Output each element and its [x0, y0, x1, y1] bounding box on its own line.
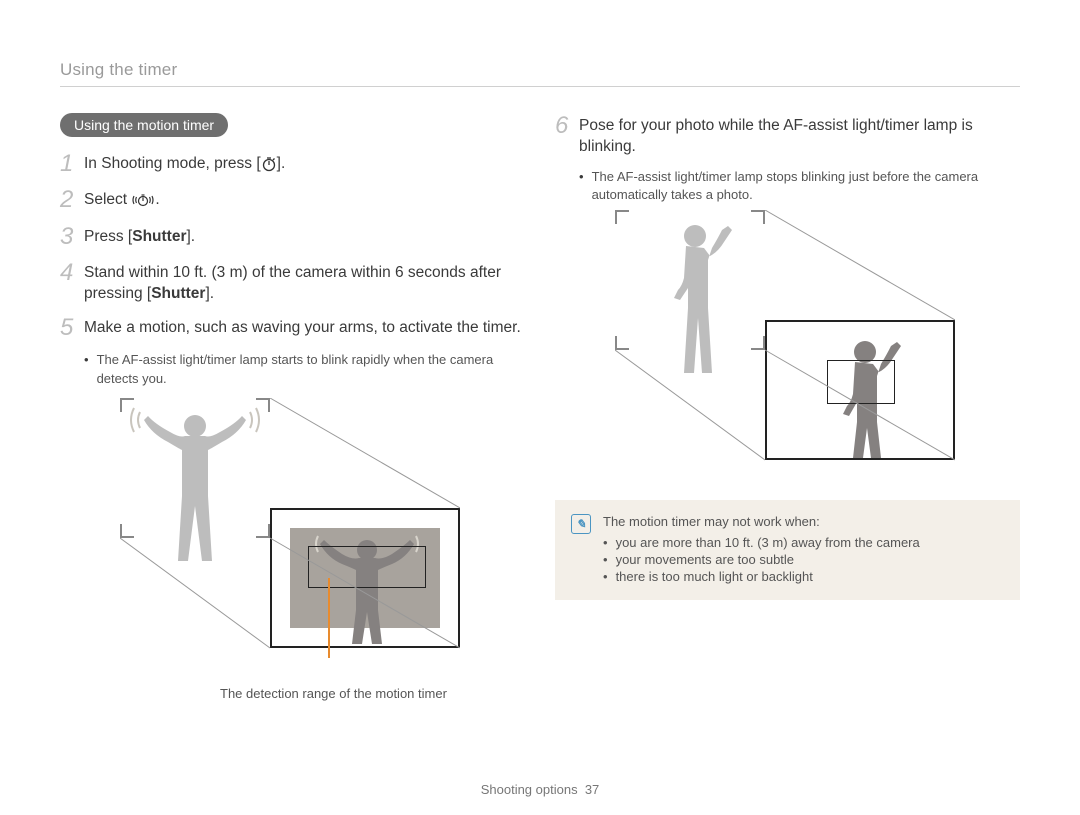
text: ].: [205, 285, 214, 302]
illustration-detection-range: [120, 398, 460, 678]
step-text: Pose for your photo while the AF-assist …: [579, 113, 1020, 158]
note-icon: ✎: [571, 514, 591, 534]
step-6-bullet: • The AF-assist light/timer lamp stops b…: [579, 168, 1020, 204]
step-number: 5: [60, 315, 84, 341]
text: ].: [186, 228, 195, 245]
step-number: 3: [60, 224, 84, 250]
page-footer: Shooting options 37: [0, 782, 1080, 797]
step-2: 2 Select .: [60, 187, 525, 213]
note-item: your movements are too subtle: [603, 552, 920, 567]
content-columns: Using the motion timer 1 In Shooting mod…: [60, 113, 1020, 703]
bold-text: Shutter: [132, 228, 186, 245]
bullet-text: The AF-assist light/timer lamp stops bli…: [592, 168, 1020, 204]
text: ].: [277, 155, 286, 172]
note-item: there is too much light or backlight: [603, 569, 920, 584]
step-4: 4 Stand within 10 ft. (3 m) of the camer…: [60, 260, 525, 305]
bullet-dot: •: [579, 168, 584, 204]
step-text: Press [Shutter].: [84, 224, 195, 248]
illustration-pose: [615, 210, 955, 490]
step-number: 2: [60, 187, 84, 213]
step-number: 1: [60, 151, 84, 177]
text: In Shooting mode, press [: [84, 155, 261, 172]
note-box: ✎ The motion timer may not work when: yo…: [555, 500, 1020, 600]
text: Select: [84, 191, 131, 208]
note-body: The motion timer may not work when: you …: [603, 514, 920, 586]
page-header: Using the timer: [60, 60, 1020, 87]
section-pill: Using the motion timer: [60, 113, 228, 137]
left-column: Using the motion timer 1 In Shooting mod…: [60, 113, 525, 703]
step-text: Make a motion, such as waving your arms,…: [84, 315, 521, 339]
timer-icon: [261, 156, 277, 172]
bullet-dot: •: [84, 351, 89, 387]
footer-page: 37: [585, 782, 599, 797]
motion-timer-icon: [131, 192, 155, 208]
text: Press [: [84, 228, 132, 245]
step-6: 6 Pose for your photo while the AF-assis…: [555, 113, 1020, 158]
step-5-bullet: • The AF-assist light/timer lamp starts …: [84, 351, 525, 387]
right-column: 6 Pose for your photo while the AF-assis…: [555, 113, 1020, 703]
step-number: 4: [60, 260, 84, 286]
step-5: 5 Make a motion, such as waving your arm…: [60, 315, 525, 341]
bold-text: Shutter: [151, 285, 205, 302]
step-1: 1 In Shooting mode, press [].: [60, 151, 525, 177]
step-text: In Shooting mode, press [].: [84, 151, 285, 175]
text: .: [155, 191, 159, 208]
bullet-text: The AF-assist light/timer lamp starts to…: [97, 351, 525, 387]
footer-section: Shooting options: [481, 782, 578, 797]
step-number: 6: [555, 113, 579, 139]
step-text: Stand within 10 ft. (3 m) of the camera …: [84, 260, 525, 305]
step-3: 3 Press [Shutter].: [60, 224, 525, 250]
note-item: you are more than 10 ft. (3 m) away from…: [603, 535, 920, 550]
text: Stand within 10 ft. (3 m) of the camera …: [84, 264, 501, 302]
step-text: Select .: [84, 187, 160, 211]
note-title: The motion timer may not work when:: [603, 514, 920, 529]
illustration-caption: The detection range of the motion timer: [220, 686, 525, 703]
note-list: you are more than 10 ft. (3 m) away from…: [603, 535, 920, 584]
